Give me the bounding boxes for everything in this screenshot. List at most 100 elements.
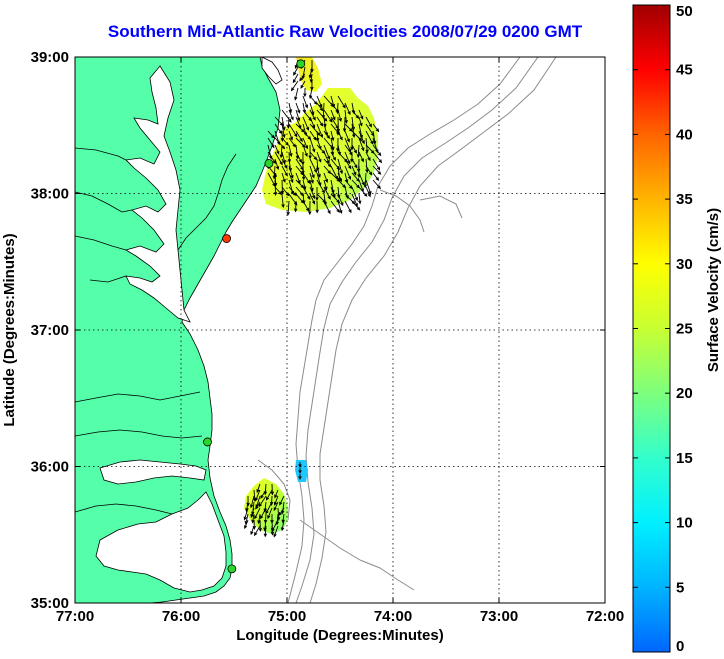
y-tick-label: 36:00 <box>31 459 69 476</box>
velocity-arrow <box>330 130 335 142</box>
colorbar-tick-label: 5 <box>676 579 684 596</box>
velocity-arrow <box>344 130 350 143</box>
colorbar-label: Surface Velocity (cm/s) <box>705 208 722 372</box>
velocity-arrow <box>295 102 301 114</box>
velocity-vectors <box>243 59 383 538</box>
velocity-arrow <box>344 179 353 190</box>
x-tick-label: 75:00 <box>268 608 306 625</box>
velocity-arrow <box>372 165 382 175</box>
velocity-arrow <box>315 200 319 214</box>
velocity-arrow <box>323 186 331 200</box>
y-tick-label: 38:00 <box>31 186 69 203</box>
velocity-arrow <box>308 200 312 216</box>
velocity-arrow <box>342 116 347 133</box>
velocity-arrow <box>263 525 268 538</box>
y-tick-label: 39:00 <box>31 49 69 66</box>
velocity-arrow <box>309 158 317 174</box>
velocity-arrow <box>330 200 340 213</box>
colorbar <box>632 4 671 653</box>
velocity-arrow <box>337 172 343 183</box>
velocity-arrow <box>250 507 255 519</box>
velocity-arrow <box>358 116 363 127</box>
velocity-arrow <box>295 172 301 185</box>
x-tick-label: 74:00 <box>374 608 412 625</box>
velocity-arrow <box>294 87 299 101</box>
station-marker <box>296 59 306 69</box>
velocity-arrow <box>309 130 317 141</box>
velocity-arrow <box>267 137 275 149</box>
velocity-arrow <box>365 158 369 174</box>
velocity-arrow <box>330 186 336 198</box>
longitude-ticks: 77:00 76:00 75:00 74:00 73:00 72:00 <box>56 57 624 625</box>
velocity-arrow <box>302 179 307 191</box>
velocity-arrow <box>323 200 331 215</box>
velocity-arrow <box>243 507 249 521</box>
y-tick-label: 35:00 <box>31 595 69 612</box>
velocity-arrow <box>255 501 261 510</box>
velocity-arrow <box>265 501 273 515</box>
velocity-arrow <box>372 179 381 190</box>
velocity-arrow <box>337 158 343 175</box>
velocity-arrow <box>302 200 310 212</box>
velocity-arrow <box>288 109 294 121</box>
velocity-arrow <box>281 109 292 123</box>
velocity-arrow <box>290 80 299 92</box>
velocity-arrow <box>308 66 313 79</box>
velocity-arrow <box>315 187 319 202</box>
velocity-arrow <box>288 130 293 141</box>
velocity-arrow <box>351 165 357 176</box>
velocity-arrow <box>365 165 373 176</box>
velocity-arrow <box>372 158 381 171</box>
velocity-arrow <box>351 158 358 169</box>
velocity-arrow <box>250 525 255 536</box>
velocity-arrow <box>267 151 277 165</box>
velocity-arrow <box>323 158 332 168</box>
velocity-arrow <box>316 151 322 163</box>
velocity-arrow <box>281 165 288 177</box>
velocity-arrow <box>300 80 306 89</box>
velocity-arrow <box>356 144 361 159</box>
chesapeake-bay <box>125 65 191 323</box>
velocity-arrow <box>309 102 315 116</box>
velocity-arrow <box>288 123 298 138</box>
velocity-arrow <box>363 172 367 189</box>
velocity-arrow <box>265 489 273 501</box>
velocity-arrow <box>316 95 323 109</box>
velocity-arrow <box>351 200 361 211</box>
y-axis-label: Latitude (Degrees:Minutes) <box>1 233 18 426</box>
velocity-arrow <box>281 123 286 139</box>
velocity-arrow <box>365 186 371 198</box>
velocity-arrow <box>323 144 331 160</box>
velocity-arrow <box>253 525 261 537</box>
velocity-patch-hatteras-offshore <box>295 460 308 482</box>
velocity-arrow <box>323 109 333 123</box>
velocity-arrow <box>274 116 284 127</box>
velocity-arrow <box>358 130 365 145</box>
velocity-arrow <box>274 151 283 166</box>
velocity-arrow <box>301 165 306 181</box>
velocity-arrow <box>279 495 285 506</box>
velocity-arrow <box>309 165 315 179</box>
velocity-arrow <box>278 507 285 516</box>
velocity-arrow <box>337 109 342 122</box>
velocity-arrow <box>316 123 324 139</box>
velocity-arrow <box>365 151 371 162</box>
velocity-arrow <box>274 489 279 499</box>
colorbar-tick-label: 30 <box>676 256 693 273</box>
colorbar-tick-label: 15 <box>676 450 693 467</box>
velocity-arrow <box>295 109 301 122</box>
grid-lines <box>75 57 605 603</box>
velocity-arrow <box>274 123 283 135</box>
velocity-arrow <box>254 507 261 520</box>
velocity-arrow <box>250 495 255 509</box>
velocity-arrow <box>288 137 296 148</box>
velocity-arrow <box>337 95 346 109</box>
velocity-arrow <box>280 519 285 532</box>
velocity-arrow <box>244 519 249 530</box>
velocity-arrow <box>309 193 316 205</box>
velocity-arrow <box>302 144 308 157</box>
albemarle-sound <box>99 459 207 485</box>
x-tick-label: 73:00 <box>480 608 518 625</box>
velocity-arrow <box>351 144 358 154</box>
velocity-arrow <box>309 109 316 121</box>
